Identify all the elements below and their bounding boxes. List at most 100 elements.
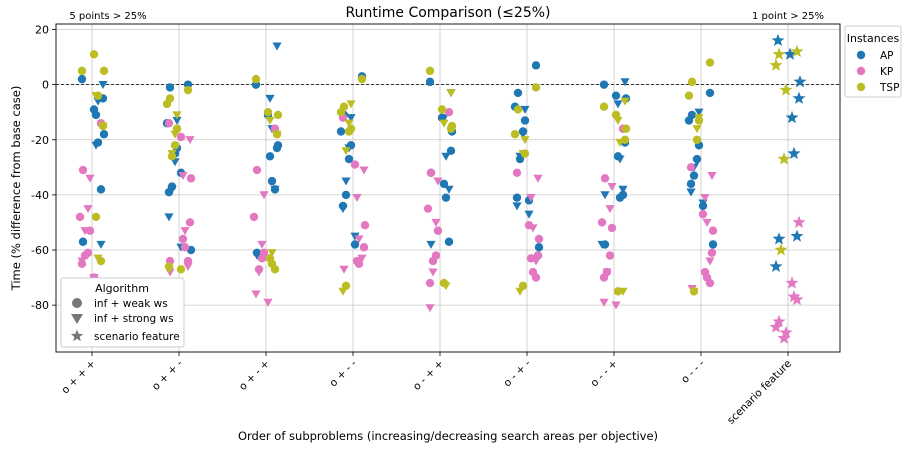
point-kp-circle xyxy=(426,168,436,178)
point-kp-circle xyxy=(176,132,186,142)
point-kp-triangle xyxy=(354,235,364,244)
point-kp-triangle xyxy=(705,257,715,266)
point-ap-circle xyxy=(686,179,696,189)
point-tsp-triangle xyxy=(170,130,180,139)
point-tsp-triangle xyxy=(439,119,449,128)
point-ap-circle xyxy=(441,193,451,202)
data-points xyxy=(75,33,807,344)
point-tsp-circle xyxy=(344,127,354,136)
point-kp-triangle xyxy=(707,171,717,180)
point-kp-circle xyxy=(705,278,715,288)
point-ap-star xyxy=(785,110,799,124)
point-kp-circle xyxy=(708,226,718,235)
point-tsp-triangle xyxy=(518,149,528,158)
point-ap-triangle xyxy=(613,100,623,109)
point-ap-star xyxy=(790,229,804,242)
y-tick-label: -20 xyxy=(31,134,49,147)
point-kp-circle xyxy=(707,248,717,257)
point-ap-circle xyxy=(689,171,699,180)
point-ap-triangle xyxy=(618,185,628,194)
point-ap-triangle xyxy=(600,191,610,200)
point-tsp-triangle xyxy=(341,147,351,156)
point-ap-triangle xyxy=(620,78,630,87)
point-tsp-triangle xyxy=(344,119,354,128)
point-kp-triangle xyxy=(180,227,190,236)
point-tsp-triangle xyxy=(615,138,625,147)
algorithm-legend-box xyxy=(60,277,185,348)
x-axis-ticks: o + + + o + + - o + - + o + - - o - + + o - +… xyxy=(59,352,794,427)
point-tsp-circle xyxy=(357,74,367,84)
point-tsp-circle xyxy=(437,105,447,114)
point-ap-triangle xyxy=(96,240,106,249)
y-tick-label: 0 xyxy=(42,79,49,92)
point-kp-triangle xyxy=(259,191,269,200)
point-tsp-triangle xyxy=(692,125,702,134)
point-tsp-star xyxy=(777,152,791,165)
point-ap-triangle xyxy=(341,177,351,186)
point-ap-triangle xyxy=(346,114,356,123)
point-kp-circle xyxy=(423,204,433,213)
point-ap-star xyxy=(772,232,786,245)
point-ap-triangle xyxy=(265,94,275,103)
point-tsp-circle xyxy=(89,50,99,59)
point-kp-triangle xyxy=(85,174,95,183)
point-tsp-circle xyxy=(531,83,541,92)
point-kp-triangle xyxy=(531,257,541,266)
point-tsp-star xyxy=(769,58,783,71)
x-tick-label: o + - + xyxy=(237,358,272,393)
point-ap-triangle xyxy=(91,141,101,150)
point-tsp-triangle xyxy=(520,136,530,145)
y-axis-ticks: 20 0 -20 -40 -60 -80 xyxy=(31,24,56,312)
point-tsp-circle xyxy=(510,130,520,139)
point-kp-star xyxy=(769,320,783,333)
point-kp-circle xyxy=(600,174,610,183)
point-ap-triangle xyxy=(426,240,436,249)
point-tsp-circle xyxy=(705,58,715,67)
point-tsp-circle xyxy=(77,66,87,76)
annotation-right: 1 point > 25% xyxy=(752,11,824,22)
point-kp-circle xyxy=(597,218,607,227)
point-ap-triangle xyxy=(441,152,451,161)
point-tsp-triangle xyxy=(91,92,101,101)
point-ap-circle xyxy=(513,88,523,98)
point-kp-triangle xyxy=(433,177,443,186)
point-ap-circle xyxy=(512,193,522,202)
point-kp-circle xyxy=(534,234,544,244)
point-tsp-star xyxy=(790,44,804,58)
point-tsp-circle xyxy=(91,212,101,222)
point-tsp-circle xyxy=(513,105,523,114)
point-kp-circle xyxy=(360,221,370,230)
point-kp-circle xyxy=(607,223,617,233)
y-axis-label: Time (% difference from base case) xyxy=(9,86,23,292)
point-tsp-circle xyxy=(251,74,261,84)
point-tsp-triangle xyxy=(689,287,699,296)
point-ap-triangle xyxy=(270,185,280,194)
point-ap-circle xyxy=(77,74,87,84)
point-ap-star xyxy=(793,75,807,88)
y-tick-label: -40 xyxy=(31,189,49,202)
point-kp-triangle xyxy=(528,224,538,233)
point-kp-triangle xyxy=(251,290,261,299)
point-ap-triangle xyxy=(615,155,625,164)
point-kp-circle xyxy=(605,251,615,260)
point-ap-circle xyxy=(99,130,109,139)
point-ap-circle xyxy=(350,240,360,249)
point-tsp-circle xyxy=(263,108,273,117)
point-ap-triangle xyxy=(338,205,348,214)
point-kp-triangle xyxy=(183,262,193,271)
point-tsp-circle xyxy=(425,66,435,76)
point-tsp-triangle xyxy=(446,89,456,98)
point-kp-circle xyxy=(164,119,174,128)
point-ap-circle xyxy=(425,77,435,87)
x-tick-label: o - - - xyxy=(679,357,707,385)
point-kp-circle xyxy=(185,218,195,227)
point-kp-triangle xyxy=(83,205,93,214)
point-ap-circle xyxy=(708,240,718,249)
y-tick-label: -60 xyxy=(31,244,49,257)
point-tsp-triangle xyxy=(172,111,182,120)
point-ap-triangle xyxy=(272,42,282,51)
algorithm-legend: Algorithm inf + weak ws inf + strong ws … xyxy=(60,277,185,348)
x-tick-label: o - + + xyxy=(411,358,446,393)
point-tsp-circle xyxy=(599,102,609,111)
